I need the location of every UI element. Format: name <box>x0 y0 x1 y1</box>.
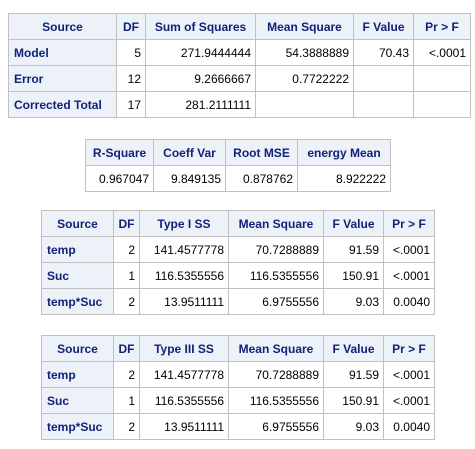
cell-p: <.0001 <box>383 262 435 289</box>
cell-df: 2 <box>113 413 140 440</box>
cell-ms: 70.7288889 <box>228 361 324 388</box>
cell-df: 12 <box>116 65 146 92</box>
cell-ss: 271.9444444 <box>145 39 256 66</box>
cell-f: 9.03 <box>323 288 384 315</box>
cell-f: 150.91 <box>323 387 384 414</box>
row-header-source: temp <box>41 361 114 388</box>
cell-ms: 116.5355556 <box>228 387 324 414</box>
cell-f: 91.59 <box>323 361 384 388</box>
cell-coeff-var: 9.849135 <box>153 165 226 192</box>
type1-ss-table: Source DF Type I SS Mean Square F Value … <box>41 210 435 315</box>
col-header-source: Source <box>41 210 114 237</box>
col-header-df: DF <box>113 335 140 362</box>
cell-df: 1 <box>113 262 140 289</box>
cell-f <box>353 65 414 92</box>
cell-ms: 0.7722222 <box>255 65 354 92</box>
col-header-pr-f: Pr > F <box>413 13 471 40</box>
cell-p: <.0001 <box>383 361 435 388</box>
cell-f: 91.59 <box>323 236 384 263</box>
cell-f: 150.91 <box>323 262 384 289</box>
col-header-f-value: F Value <box>353 13 414 40</box>
cell-f <box>353 91 414 118</box>
cell-p: 0.0040 <box>383 288 435 315</box>
anova-header-row: Source DF Sum of Squares Mean Square F V… <box>8 13 471 40</box>
col-header-energy-mean: energy Mean <box>297 139 391 166</box>
table-row: temp*Suc 2 13.9511111 6.9755556 9.03 0.0… <box>41 288 435 315</box>
cell-ss: 116.5355556 <box>139 262 229 289</box>
cell-ms: 6.9755556 <box>228 288 324 315</box>
cell-ms <box>255 91 354 118</box>
row-header-source: Error <box>8 65 117 92</box>
col-header-type-i-ss: Type I SS <box>139 210 229 237</box>
col-header-f-value: F Value <box>323 335 384 362</box>
table-row: Corrected Total 17 281.2111111 <box>8 91 471 118</box>
fit-statistics-table: R-Square Coeff Var Root MSE energy Mean … <box>85 139 391 192</box>
row-header-source: Corrected Total <box>8 91 117 118</box>
type1-header-row: Source DF Type I SS Mean Square F Value … <box>41 210 435 237</box>
col-header-r-square: R-Square <box>85 139 154 166</box>
col-header-source: Source <box>41 335 114 362</box>
col-header-type-iii-ss: Type III SS <box>139 335 229 362</box>
cell-p: <.0001 <box>383 236 435 263</box>
fit-header-row: R-Square Coeff Var Root MSE energy Mean <box>85 139 391 166</box>
cell-f: 9.03 <box>323 413 384 440</box>
cell-df: 2 <box>113 361 140 388</box>
col-header-pr-f: Pr > F <box>383 335 435 362</box>
cell-p: <.0001 <box>383 387 435 414</box>
col-header-mean-square: Mean Square <box>228 210 324 237</box>
cell-df: 2 <box>113 236 140 263</box>
cell-p: 0.0040 <box>383 413 435 440</box>
table-row: 0.967047 9.849135 0.878762 8.922222 <box>85 165 391 192</box>
cell-ss: 116.5355556 <box>139 387 229 414</box>
col-header-root-mse: Root MSE <box>225 139 298 166</box>
row-header-source: temp <box>41 236 114 263</box>
cell-root-mse: 0.878762 <box>225 165 298 192</box>
col-header-df: DF <box>116 13 146 40</box>
col-header-pr-f: Pr > F <box>383 210 435 237</box>
table-row: Suc 1 116.5355556 116.5355556 150.91 <.0… <box>41 262 435 289</box>
col-header-df: DF <box>113 210 140 237</box>
cell-df: 1 <box>113 387 140 414</box>
row-header-source: Suc <box>41 262 114 289</box>
cell-ss: 9.2666667 <box>145 65 256 92</box>
row-header-source: temp*Suc <box>41 288 114 315</box>
col-header-coeff-var: Coeff Var <box>153 139 226 166</box>
col-header-source: Source <box>8 13 117 40</box>
cell-p: <.0001 <box>413 39 471 66</box>
cell-ms: 54.3888889 <box>255 39 354 66</box>
col-header-sum-of-squares: Sum of Squares <box>145 13 256 40</box>
col-header-mean-square: Mean Square <box>228 335 324 362</box>
col-header-f-value: F Value <box>323 210 384 237</box>
table-row: temp*Suc 2 13.9511111 6.9755556 9.03 0.0… <box>41 413 435 440</box>
cell-ss: 13.9511111 <box>139 288 229 315</box>
cell-ss: 13.9511111 <box>139 413 229 440</box>
cell-ss: 281.2111111 <box>145 91 256 118</box>
row-header-source: Model <box>8 39 117 66</box>
cell-p <box>413 65 471 92</box>
table-row: temp 2 141.4577778 70.7288889 91.59 <.00… <box>41 361 435 388</box>
type3-ss-table: Source DF Type III SS Mean Square F Valu… <box>41 335 435 440</box>
cell-df: 2 <box>113 288 140 315</box>
anova-table: Source DF Sum of Squares Mean Square F V… <box>8 13 471 118</box>
cell-ss: 141.4577778 <box>139 361 229 388</box>
table-row: Suc 1 116.5355556 116.5355556 150.91 <.0… <box>41 387 435 414</box>
cell-ms: 116.5355556 <box>228 262 324 289</box>
cell-ms: 70.7288889 <box>228 236 324 263</box>
col-header-mean-square: Mean Square <box>255 13 354 40</box>
type3-header-row: Source DF Type III SS Mean Square F Valu… <box>41 335 435 362</box>
cell-r-square: 0.967047 <box>85 165 154 192</box>
cell-ms: 6.9755556 <box>228 413 324 440</box>
table-row: Error 12 9.2666667 0.7722222 <box>8 65 471 92</box>
cell-df: 17 <box>116 91 146 118</box>
cell-p <box>413 91 471 118</box>
cell-energy-mean: 8.922222 <box>297 165 391 192</box>
table-row: temp 2 141.4577778 70.7288889 91.59 <.00… <box>41 236 435 263</box>
cell-df: 5 <box>116 39 146 66</box>
cell-ss: 141.4577778 <box>139 236 229 263</box>
row-header-source: Suc <box>41 387 114 414</box>
cell-f: 70.43 <box>353 39 414 66</box>
table-row: Model 5 271.9444444 54.3888889 70.43 <.0… <box>8 39 471 66</box>
row-header-source: temp*Suc <box>41 413 114 440</box>
